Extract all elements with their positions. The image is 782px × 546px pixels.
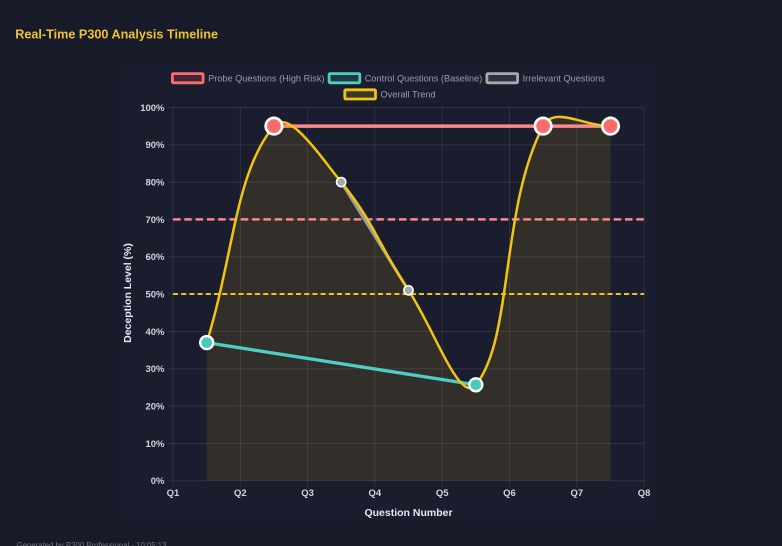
svg-text:60%: 60% (145, 252, 165, 263)
svg-text:90%: 90% (145, 140, 165, 151)
svg-text:Real-Time P300 Analysis Timeli: Real-Time P300 Analysis Timeline (15, 27, 218, 41)
svg-text:80%: 80% (145, 178, 165, 189)
svg-text:Q2: Q2 (234, 488, 247, 499)
svg-text:Deception Level (%): Deception Level (%) (122, 243, 134, 343)
svg-text:Q4: Q4 (369, 488, 382, 499)
svg-text:40%: 40% (145, 327, 165, 338)
svg-text:Probe Questions (High Risk): Probe Questions (High Risk) (208, 73, 324, 83)
svg-text:Q6: Q6 (503, 488, 516, 499)
svg-text:20%: 20% (145, 401, 165, 412)
svg-text:Irrelevant Questions: Irrelevant Questions (523, 73, 606, 83)
svg-text:Q5: Q5 (436, 488, 449, 499)
svg-text:30%: 30% (145, 364, 165, 375)
svg-text:Q1: Q1 (167, 488, 180, 499)
svg-text:Generated by P300 Professional: Generated by P300 Professional - 10:05:1… (17, 541, 167, 546)
svg-text:Question Number: Question Number (364, 507, 452, 519)
svg-text:Q3: Q3 (301, 488, 314, 499)
svg-text:Overall Trend: Overall Trend (381, 90, 436, 100)
svg-text:Q8: Q8 (638, 488, 651, 499)
svg-text:100%: 100% (140, 103, 165, 114)
svg-text:10%: 10% (145, 439, 165, 450)
svg-text:50%: 50% (145, 289, 165, 300)
svg-text:Control Questions (Baseline): Control Questions (Baseline) (365, 73, 482, 83)
svg-text:Q7: Q7 (570, 488, 583, 499)
svg-text:70%: 70% (145, 215, 165, 226)
svg-text:0%: 0% (151, 476, 165, 487)
